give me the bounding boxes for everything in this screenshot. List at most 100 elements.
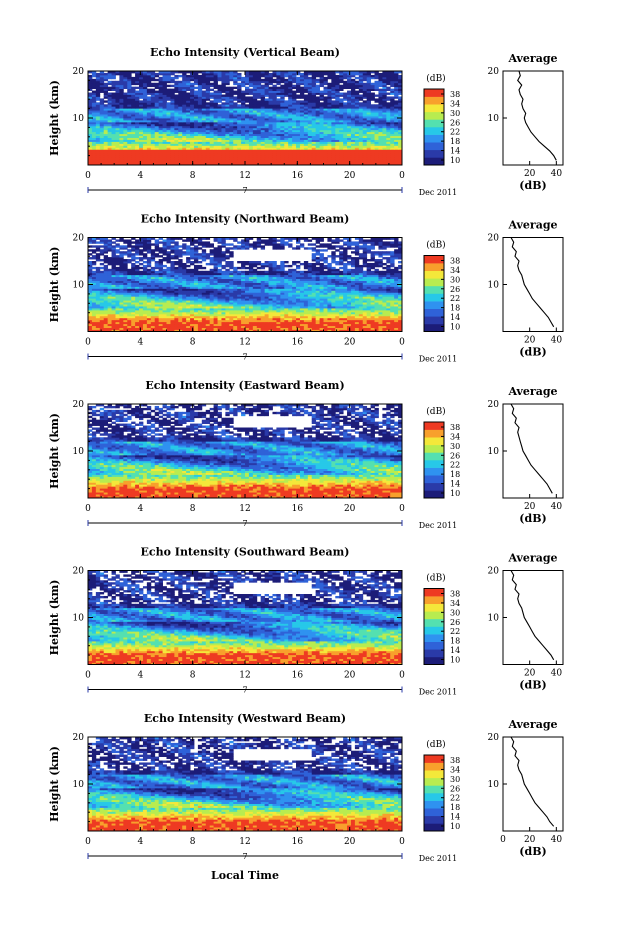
heatmap-cell bbox=[386, 135, 391, 138]
heatmap-cell bbox=[390, 147, 395, 150]
heatmap-cell bbox=[213, 153, 218, 156]
heatmap-cell bbox=[311, 131, 317, 135]
heatmap-cell bbox=[237, 104, 242, 107]
heatmap-cell bbox=[174, 123, 179, 127]
heatmap-cell bbox=[221, 125, 226, 129]
heatmap-cell bbox=[233, 86, 238, 90]
heatmap-cell bbox=[142, 133, 148, 137]
heatmap-cell bbox=[382, 139, 387, 142]
heatmap-cell bbox=[139, 100, 144, 103]
heatmap-cell bbox=[299, 147, 305, 150]
heatmap-cell bbox=[150, 155, 156, 158]
heatmap-cell bbox=[350, 137, 356, 140]
heatmap-cell bbox=[260, 157, 266, 160]
heatmap-cell bbox=[378, 123, 383, 127]
heatmap-cell bbox=[284, 100, 289, 103]
heatmap-cell bbox=[296, 145, 301, 148]
heatmap-cell bbox=[268, 159, 273, 162]
heatmap-cell bbox=[252, 127, 258, 131]
heatmap-cell bbox=[366, 147, 372, 150]
heatmap-cell bbox=[182, 151, 187, 154]
heatmap-cell bbox=[390, 151, 395, 154]
heatmap-cell bbox=[182, 127, 187, 131]
heatmap-cell bbox=[319, 123, 324, 127]
heatmap-cell bbox=[284, 155, 289, 158]
heatmap-cell bbox=[221, 129, 226, 133]
heatmap-cell bbox=[398, 131, 403, 135]
heatmap-cell bbox=[150, 153, 156, 156]
heatmap-cell bbox=[292, 159, 297, 162]
heatmap-cell bbox=[378, 129, 383, 133]
heatmap-cell bbox=[307, 127, 313, 131]
heatmap-cell bbox=[201, 123, 207, 127]
heatmap-cell bbox=[284, 123, 289, 127]
heatmap-cell bbox=[264, 163, 269, 166]
heatmap-cell bbox=[292, 153, 297, 156]
heatmap-cell bbox=[311, 125, 317, 129]
heatmap-cell bbox=[398, 161, 403, 164]
heatmap-cell bbox=[386, 86, 391, 90]
heatmap-cell bbox=[201, 129, 207, 133]
heatmap-cell bbox=[209, 88, 215, 91]
heatmap-cell bbox=[366, 141, 372, 144]
heatmap-cell bbox=[248, 123, 254, 127]
heatmap-cell bbox=[354, 155, 360, 158]
heatmap-cell bbox=[170, 147, 175, 150]
heatmap-cell bbox=[292, 90, 297, 93]
heatmap-cell bbox=[142, 131, 148, 135]
heatmap-cell bbox=[362, 147, 368, 150]
heatmap-cell bbox=[343, 131, 348, 135]
heatmap-cell bbox=[213, 135, 218, 138]
heatmap-cell bbox=[154, 157, 160, 160]
heatmap-cell bbox=[193, 159, 199, 162]
heatmap-cell bbox=[362, 123, 368, 127]
heatmap-cell bbox=[315, 157, 320, 160]
heatmap-cell bbox=[362, 159, 368, 162]
heatmap-cell bbox=[95, 135, 101, 138]
heatmap-cell bbox=[115, 141, 120, 144]
heatmap-cell bbox=[115, 133, 120, 137]
heatmap-cell bbox=[296, 123, 301, 127]
heatmap-cell bbox=[190, 155, 195, 158]
heatmap-cell bbox=[319, 127, 324, 131]
heatmap-cell bbox=[358, 149, 364, 152]
heatmap-cell bbox=[323, 157, 328, 160]
heatmap-cell bbox=[386, 102, 391, 105]
heatmap-cell bbox=[221, 123, 226, 127]
heatmap-cell bbox=[331, 133, 336, 137]
heatmap-cell bbox=[190, 153, 195, 156]
heatmap-cell bbox=[350, 133, 356, 137]
heatmap-cell bbox=[88, 127, 93, 131]
heatmap-cell bbox=[323, 96, 328, 99]
heatmap-cell bbox=[245, 135, 250, 138]
heatmap-cell bbox=[107, 157, 112, 160]
heatmap-cell bbox=[276, 137, 281, 140]
heatmap-cell bbox=[327, 125, 332, 129]
heatmap-cell bbox=[398, 155, 403, 158]
heatmap-cell bbox=[284, 125, 289, 129]
heatmap-cell bbox=[350, 149, 356, 152]
heatmap-cell bbox=[335, 129, 340, 133]
heatmap-cell bbox=[154, 153, 160, 156]
heatmap-cell bbox=[307, 131, 313, 135]
heatmap-cell bbox=[256, 129, 262, 133]
heatmap-cell bbox=[209, 157, 215, 160]
heatmap-cell bbox=[288, 127, 293, 131]
heatmap-cell bbox=[139, 127, 144, 131]
heatmap-cell bbox=[296, 127, 301, 131]
heatmap-cell bbox=[209, 131, 215, 135]
heatmap-cell bbox=[268, 145, 273, 148]
avg-x-tick-label: 20 bbox=[524, 169, 536, 179]
heatmap-cell bbox=[178, 151, 183, 154]
heatmap-cell bbox=[335, 163, 340, 166]
heatmap-cell bbox=[343, 125, 348, 129]
heatmap-cell bbox=[135, 86, 140, 90]
heatmap-cell bbox=[131, 76, 136, 80]
heatmap-cell bbox=[319, 90, 324, 93]
heatmap-cell bbox=[154, 145, 160, 148]
heatmap-cell bbox=[299, 149, 305, 152]
heatmap-cell bbox=[166, 131, 171, 135]
heatmap-cell bbox=[217, 125, 222, 129]
heatmap-cell bbox=[276, 86, 281, 90]
colorbar-segment bbox=[424, 89, 444, 97]
